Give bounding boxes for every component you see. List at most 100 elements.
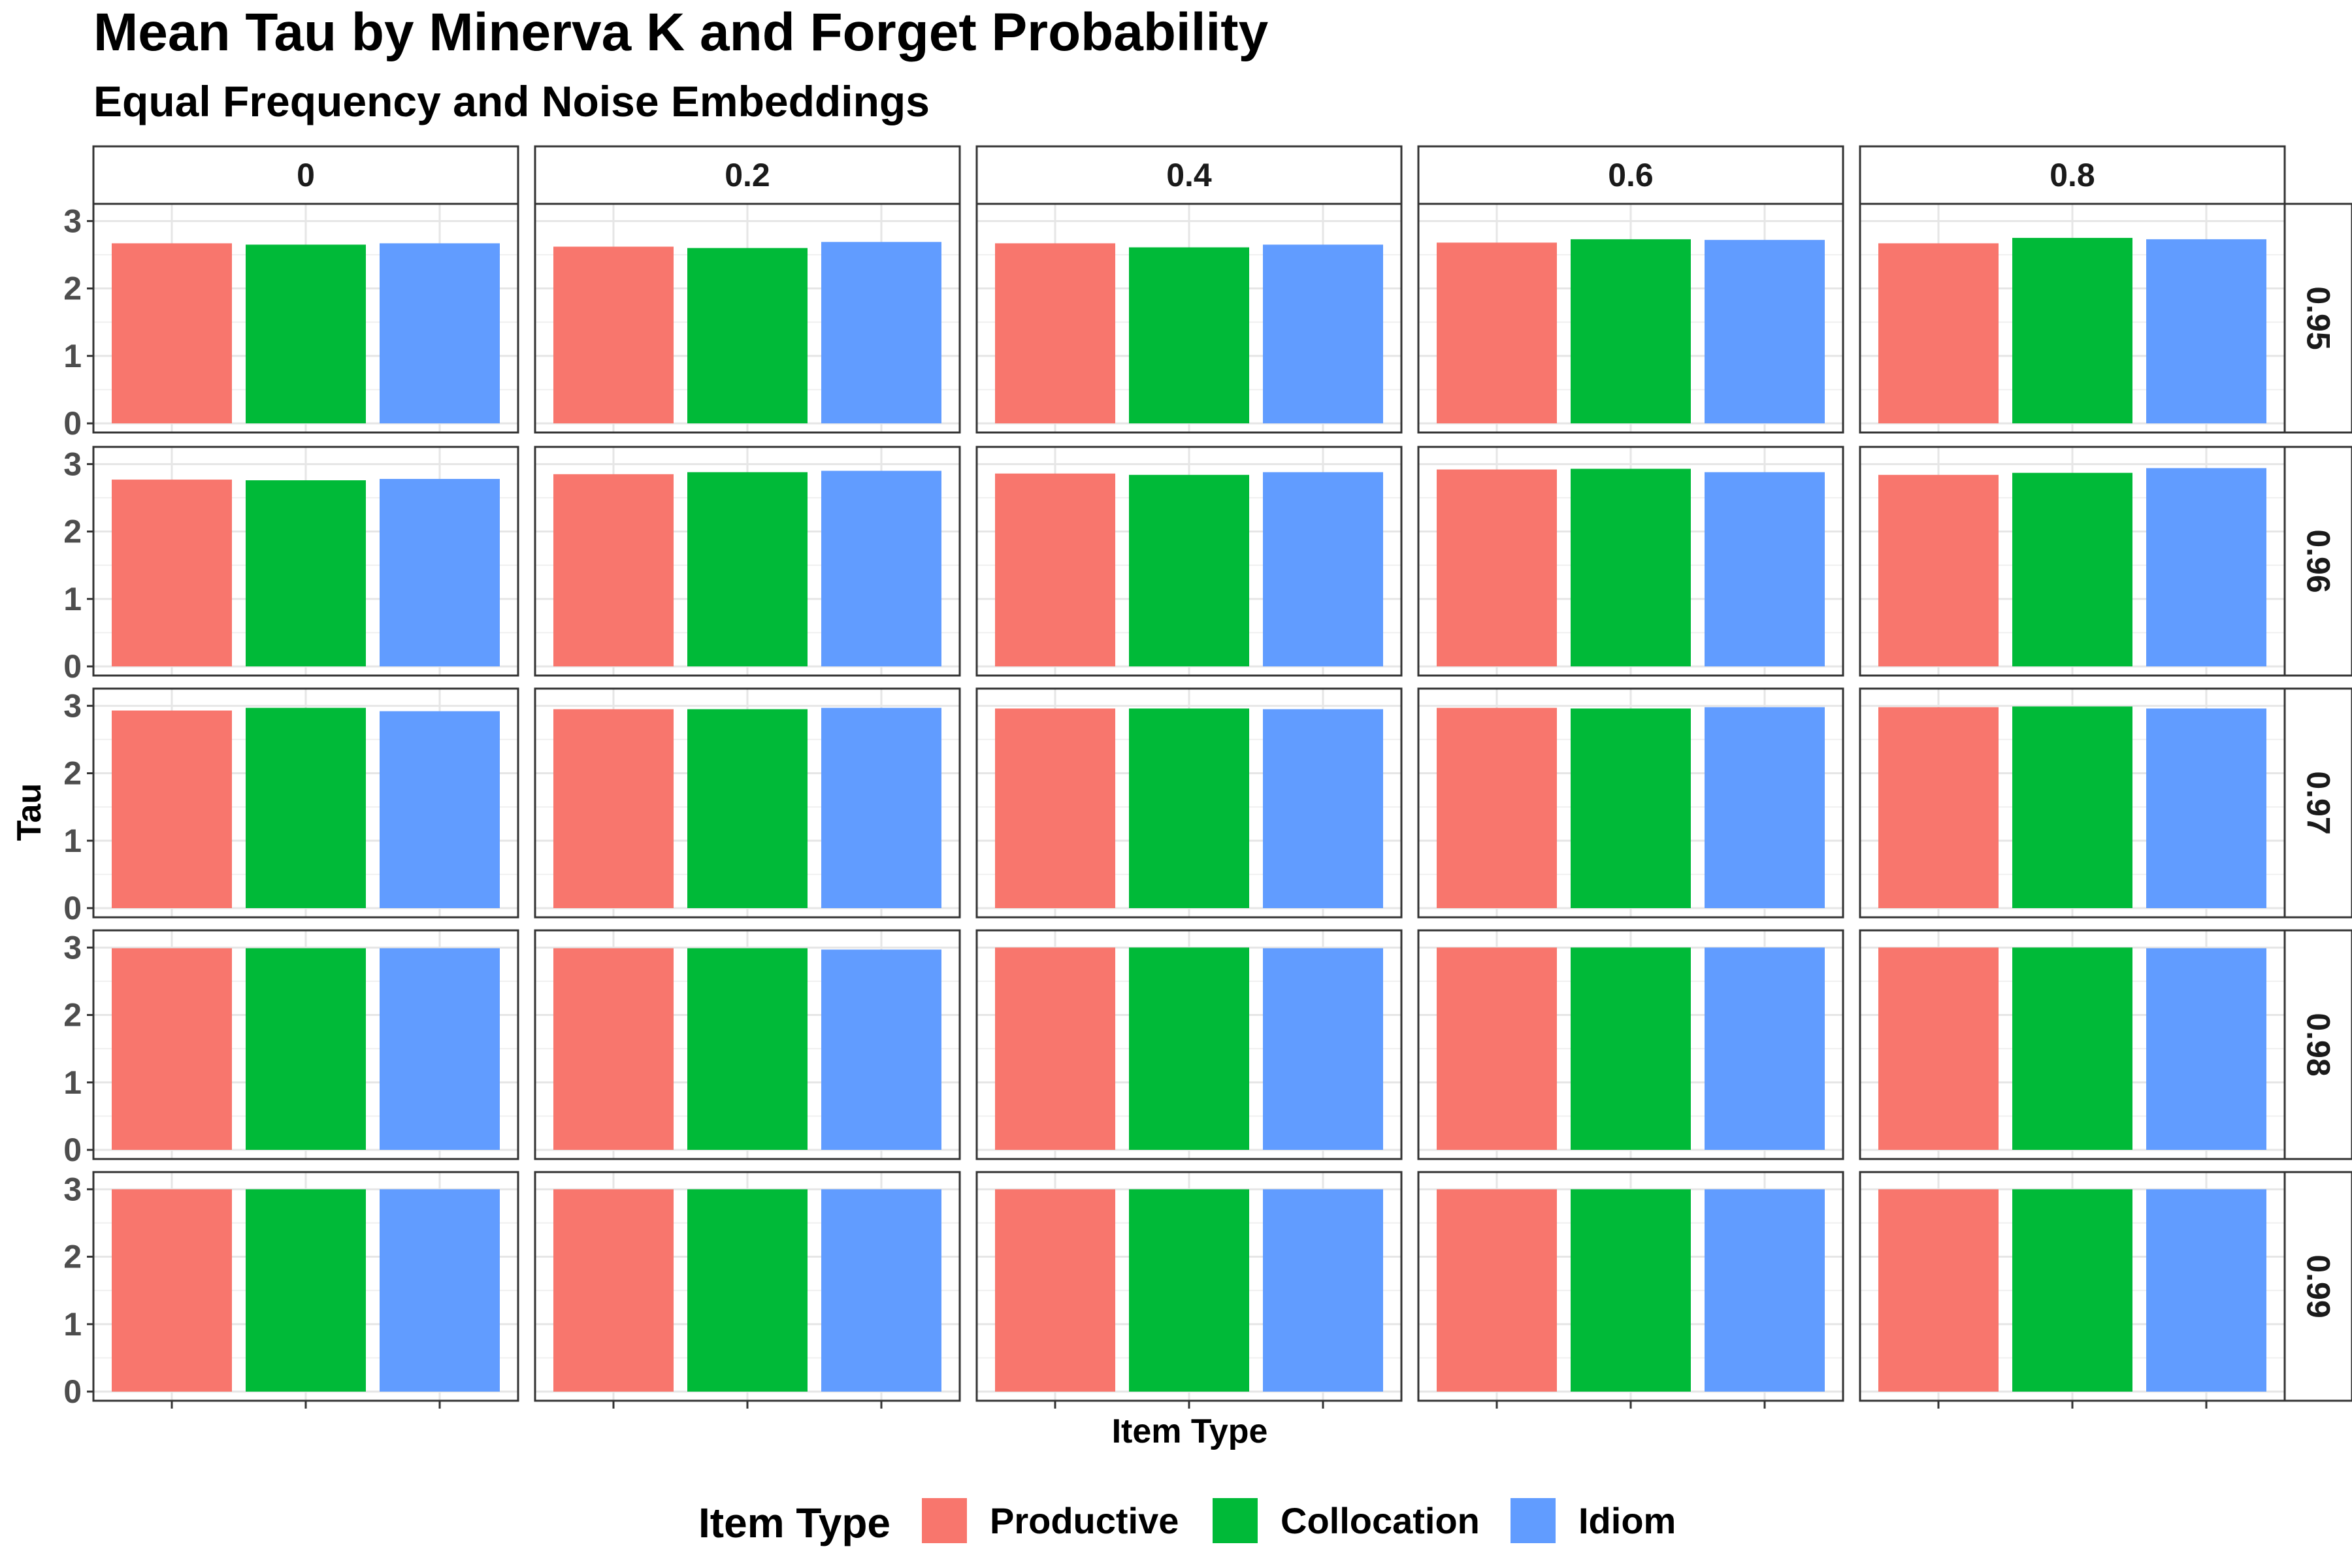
bar-idiom — [1705, 472, 1825, 666]
facet-row-strip — [2283, 929, 2352, 1160]
bar-productive — [553, 246, 674, 423]
bar-productive — [1437, 1189, 1557, 1392]
bar-idiom — [1705, 707, 1825, 908]
bar-idiom — [380, 243, 500, 423]
bar-collocation — [246, 708, 366, 908]
panel-border — [92, 203, 519, 434]
bar-collocation — [2012, 947, 2132, 1150]
bar-idiom — [1263, 948, 1383, 1150]
y-tick-label: 0 — [63, 1132, 82, 1168]
bar-productive — [1437, 469, 1557, 666]
bar-productive — [553, 1189, 674, 1392]
panel-border — [92, 446, 519, 677]
panel-border — [975, 929, 1403, 1160]
bar-idiom — [1705, 947, 1825, 1150]
panel-border — [1417, 446, 1844, 677]
bar-productive — [995, 243, 1115, 423]
bar-idiom — [2146, 948, 2266, 1150]
bar-collocation — [1129, 247, 1249, 423]
bar-idiom — [2146, 1189, 2266, 1392]
facet-col-label: 0 — [297, 157, 315, 193]
bar-collocation — [1129, 947, 1249, 1150]
bar-productive — [995, 1189, 1115, 1392]
legend-label: Idiom — [1578, 1500, 1676, 1541]
panel-border — [975, 203, 1403, 434]
legend-key-idiom — [1511, 1498, 1556, 1543]
y-tick-label: 1 — [63, 338, 82, 374]
y-tick-label: 1 — [63, 581, 82, 617]
bar-collocation — [1571, 239, 1691, 423]
bar-productive — [1437, 947, 1557, 1150]
facet-col-label: 0.8 — [2050, 157, 2095, 193]
bar-productive — [1878, 707, 1999, 908]
chart-subtitle: Equal Frequency and Noise Embeddings — [93, 77, 930, 125]
facet-row-label: 0.95 — [2300, 286, 2337, 350]
panel-border — [1859, 446, 2286, 677]
panel-border — [1859, 929, 2286, 1160]
panel-border — [975, 687, 1403, 919]
panel-border — [1859, 203, 2286, 434]
bar-collocation — [1129, 708, 1249, 908]
bar-productive — [112, 480, 232, 666]
y-tick-label: 3 — [63, 929, 82, 966]
bar-idiom — [380, 711, 500, 908]
bar-idiom — [821, 1189, 941, 1392]
bar-idiom — [2146, 468, 2266, 666]
bar-idiom — [1263, 1189, 1383, 1392]
y-tick-label: 3 — [63, 1171, 82, 1207]
bar-collocation — [246, 244, 366, 423]
y-tick-label: 3 — [63, 203, 82, 239]
panel-border — [1417, 929, 1844, 1160]
panel-border — [534, 446, 961, 677]
bar-collocation — [2012, 472, 2132, 666]
y-tick-label: 0 — [63, 648, 82, 685]
bar-collocation — [687, 709, 808, 908]
x-axis-title: Item Type — [1112, 1413, 1268, 1450]
bar-productive — [112, 1189, 232, 1392]
bar-collocation — [687, 948, 808, 1150]
bar-collocation — [2012, 706, 2132, 908]
bar-collocation — [687, 1189, 808, 1392]
panel-border — [1859, 687, 2286, 919]
facet-row-label: 0.97 — [2300, 771, 2337, 834]
bar-idiom — [380, 1189, 500, 1392]
bar-collocation — [2012, 238, 2132, 423]
facet-col-label: 0.2 — [725, 157, 770, 193]
bar-idiom — [2146, 239, 2266, 423]
bar-productive — [995, 708, 1115, 908]
bar-idiom — [1263, 244, 1383, 423]
bar-idiom — [1263, 472, 1383, 666]
y-tick-label: 2 — [63, 270, 82, 307]
bar-productive — [995, 947, 1115, 1150]
panel-border — [1417, 687, 1844, 919]
facet-col-strip — [1417, 145, 1844, 205]
bar-collocation — [1571, 468, 1691, 666]
bar-collocation — [687, 472, 808, 666]
y-tick-label: 0 — [63, 1373, 82, 1410]
facet-row-strip — [2283, 687, 2352, 919]
panel-border — [534, 203, 961, 434]
y-tick-label: 2 — [63, 755, 82, 792]
panel-border — [1417, 203, 1844, 434]
facet-col-label: 0.6 — [1608, 157, 1654, 193]
bar-collocation — [687, 248, 808, 423]
y-tick-label: 2 — [63, 997, 82, 1034]
bar-productive — [553, 474, 674, 666]
y-tick-label: 0 — [63, 890, 82, 926]
panel-border — [975, 446, 1403, 677]
bar-productive — [1878, 1189, 1999, 1392]
legend-label: Productive — [990, 1500, 1179, 1541]
bar-collocation — [1571, 1189, 1691, 1392]
facet-row-label: 0.96 — [2300, 529, 2337, 593]
panel-border — [534, 687, 961, 919]
bar-idiom — [821, 708, 941, 908]
facet-col-strip — [92, 145, 519, 205]
bar-idiom — [380, 479, 500, 666]
bar-collocation — [2012, 1189, 2132, 1392]
bar-productive — [1878, 243, 1999, 423]
y-tick-label: 3 — [63, 687, 82, 724]
bar-collocation — [1129, 474, 1249, 666]
bar-idiom — [2146, 708, 2266, 908]
legend: Item Type Productive Collocation Idiom — [698, 1498, 1676, 1546]
